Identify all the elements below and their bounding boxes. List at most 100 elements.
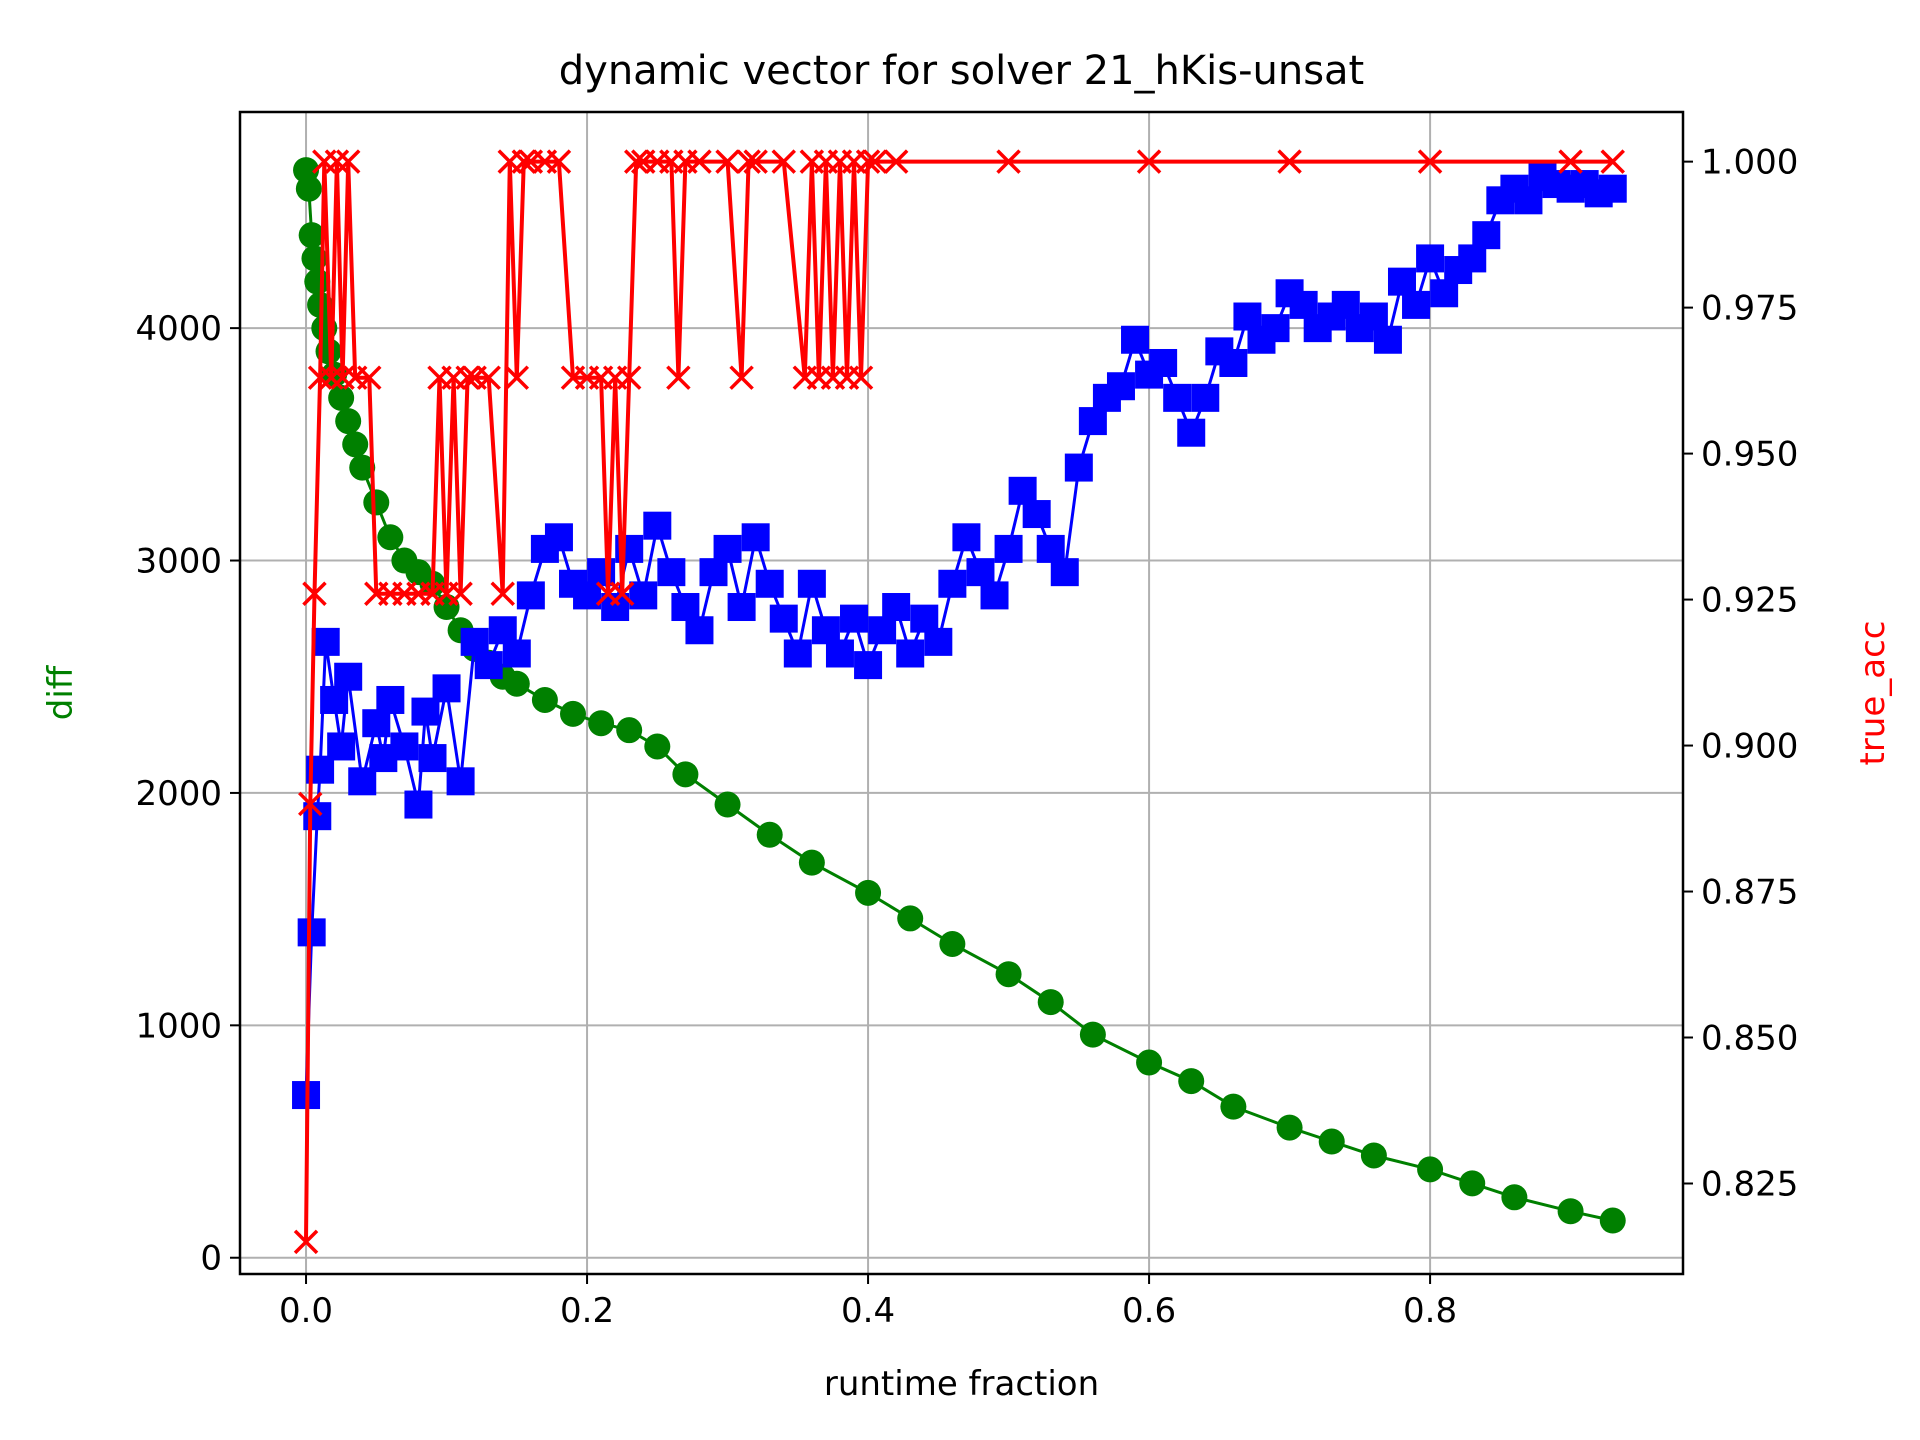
data-point (616, 717, 643, 744)
data-point (783, 639, 812, 668)
data-point (854, 651, 883, 680)
data-point (476, 365, 501, 390)
data-point (432, 674, 461, 703)
data-point (798, 849, 825, 876)
data-point (855, 879, 882, 906)
data-point (504, 365, 530, 390)
data-point (736, 149, 761, 174)
data-point (897, 905, 924, 932)
data-point (502, 639, 531, 668)
data-point (771, 149, 796, 174)
x-tick-label: 0.4 (841, 1291, 895, 1331)
data-point (327, 732, 356, 761)
data-point (446, 767, 475, 796)
axis-ticks: 0.0 0.2 0.4 0.6 0.8 0 1000 2000 3000 4000 0.825 0.8… (135, 143, 1798, 1331)
data-point (616, 365, 642, 390)
plot-frame (238, 110, 1685, 1276)
x-tick-label: 0.8 (1403, 1291, 1457, 1331)
data-point (896, 639, 925, 668)
data-point (995, 961, 1022, 988)
data-point (1191, 383, 1220, 412)
data-point (1022, 500, 1051, 529)
grid-lines (240, 112, 1683, 1274)
data-point (311, 627, 340, 656)
data-point (546, 149, 572, 174)
data-point (357, 365, 382, 390)
data-point (335, 149, 361, 174)
data-point (293, 1229, 319, 1255)
data-point (560, 700, 586, 727)
data-point (377, 524, 404, 551)
data-point (1064, 453, 1093, 482)
data-point (980, 581, 1009, 610)
data-point (588, 710, 615, 737)
data-point (848, 365, 874, 390)
data-point (713, 534, 742, 563)
data-point (503, 670, 530, 697)
data-point (715, 149, 740, 174)
y-right-tick-label: 0.850 (1701, 1019, 1798, 1059)
data-point (349, 454, 376, 481)
data-point (714, 791, 741, 818)
data-point (1417, 1156, 1444, 1183)
data-point (302, 581, 327, 606)
y-right-tick-label: 0.925 (1701, 581, 1798, 621)
data-point (825, 639, 854, 668)
x-tick-label: 0.2 (560, 1291, 614, 1331)
data-point (328, 384, 355, 411)
data-point (755, 569, 784, 598)
data-point (685, 616, 714, 645)
data-point (1136, 149, 1162, 174)
data-point (516, 581, 545, 610)
data-point (1219, 348, 1248, 377)
y-left-tick-label: 3000 (135, 542, 222, 582)
data-point (994, 534, 1023, 563)
data-point (531, 686, 558, 713)
y-right-tick-label: 0.975 (1701, 289, 1798, 329)
y-right-tick-label: 0.900 (1701, 727, 1798, 767)
series-x-group (293, 149, 1625, 1255)
data-point (666, 365, 691, 390)
data-point (623, 149, 649, 174)
y-right-axis-label: true_acc (1853, 621, 1893, 766)
data-point (1277, 149, 1302, 174)
data-point (1149, 348, 1178, 377)
data-point (743, 149, 768, 174)
data-point (883, 149, 909, 174)
data-point (1402, 290, 1431, 319)
data-point (644, 733, 671, 760)
data-point (295, 175, 322, 202)
data-point (319, 365, 344, 390)
plot-area (292, 149, 1627, 1255)
y-right-tick-label: 0.875 (1701, 873, 1798, 913)
chart-title: dynamic vector for solver 21_hKis-unsat (559, 48, 1365, 94)
data-point (455, 365, 480, 390)
data-point (418, 744, 447, 773)
data-point (1557, 1198, 1584, 1225)
data-point (1050, 558, 1079, 587)
data-point (629, 581, 658, 610)
data-point (756, 821, 783, 848)
data-point (882, 593, 911, 622)
data-point (1178, 1068, 1205, 1095)
data-point (840, 604, 869, 633)
data-point (298, 222, 325, 249)
data-point (1501, 1184, 1528, 1211)
data-point (297, 918, 326, 947)
y-left-tick-label: 1000 (135, 1006, 222, 1046)
data-point (511, 149, 537, 174)
data-point (1106, 372, 1135, 401)
data-point (1360, 1142, 1387, 1169)
data-point (1472, 221, 1501, 250)
y-right-tick-label: 0.825 (1701, 1164, 1798, 1204)
data-point (335, 408, 362, 435)
x-tick-label: 0.6 (1122, 1291, 1176, 1331)
data-point (448, 581, 473, 606)
data-point (376, 685, 405, 714)
data-point (1600, 149, 1625, 174)
data-point (334, 662, 363, 691)
data-point (952, 523, 981, 552)
data-point (1373, 325, 1402, 354)
data-point (307, 365, 333, 390)
